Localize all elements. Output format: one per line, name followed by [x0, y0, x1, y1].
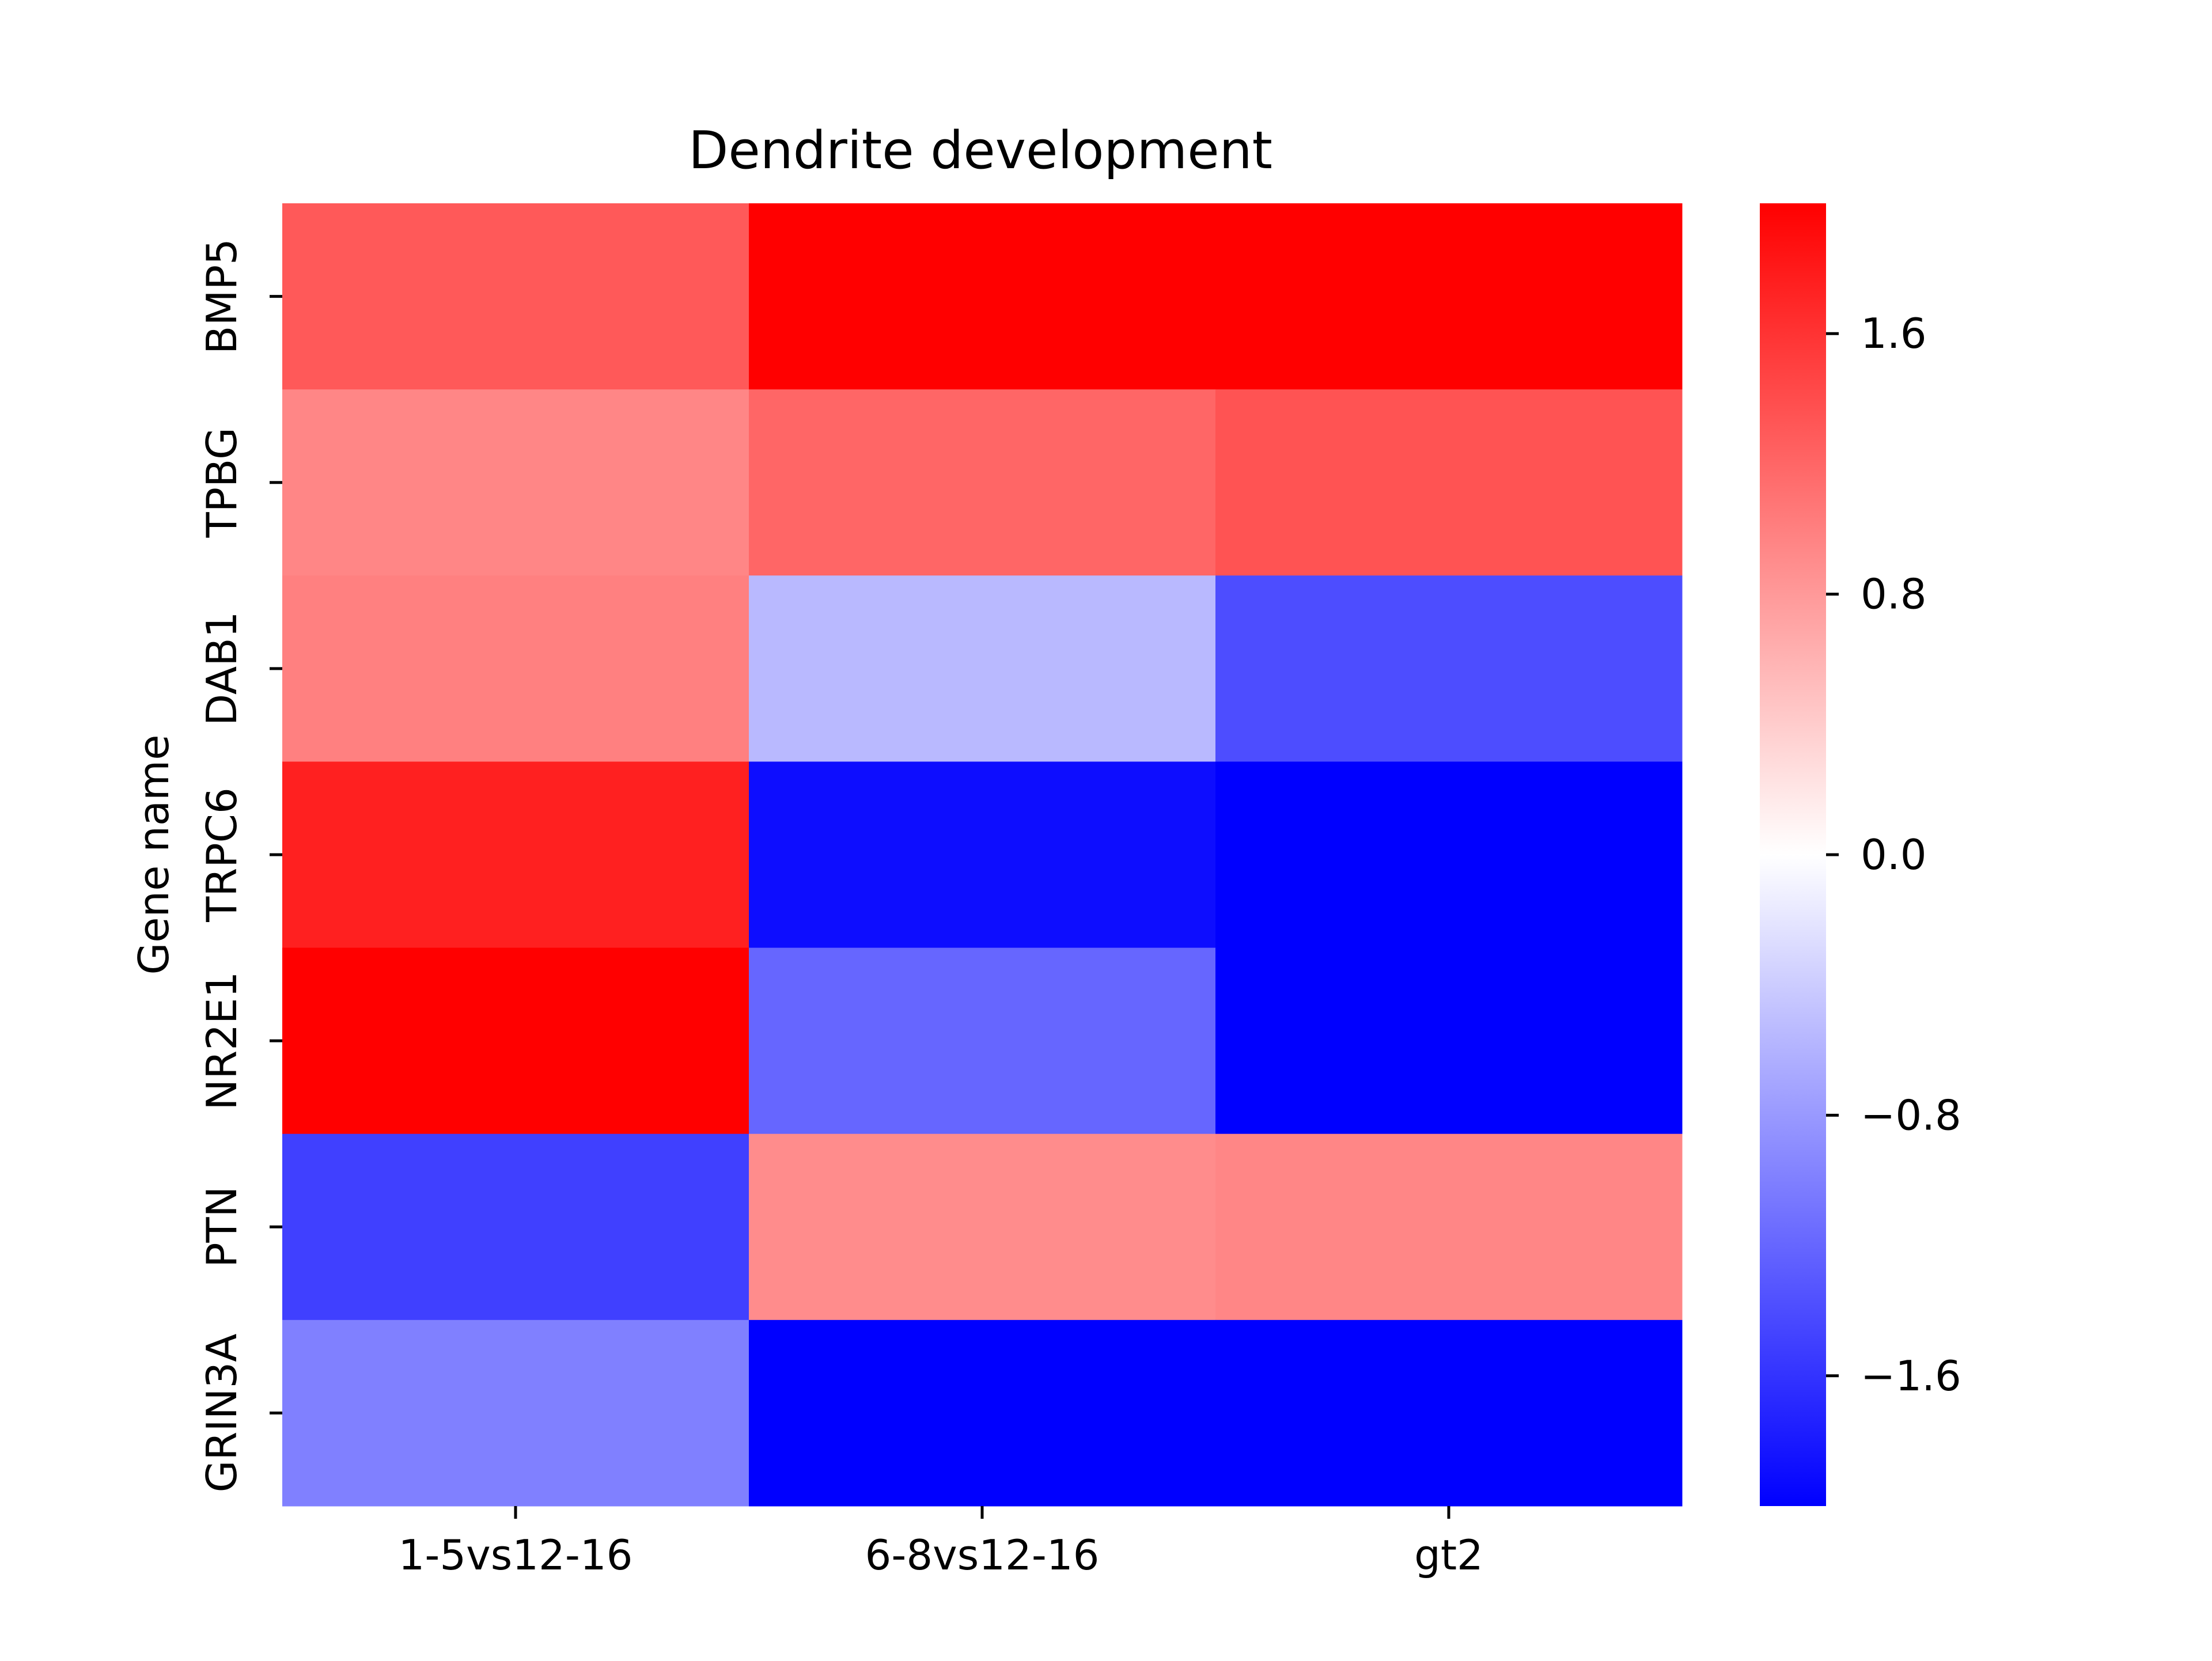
chart-title: Dendrite development	[688, 120, 1272, 181]
heatmap-cell-TPBG-1-5vs12-16	[282, 389, 749, 576]
colorbar-tick-label: −1.6	[1861, 1352, 1961, 1400]
colorbar: 1.6 0.8 0.0 −0.8 −1.6	[1760, 203, 1961, 1506]
heatmap-cell-DAB1-gt2	[1215, 575, 1683, 762]
heatmap-cell-TRPC6-1-5vs12-16	[282, 761, 749, 949]
x-tick-label-2: gt2	[1414, 1531, 1483, 1579]
x-tick-label-0: 1-5vs12-16	[399, 1531, 633, 1579]
heatmap-cell-GRIN3A-1-5vs12-16	[282, 1319, 749, 1507]
x-axis-ticks: 1-5vs12-16 6-8vs12-16 gt2	[399, 1506, 1483, 1579]
heatmap-cell-BMP5-1-5vs12-16	[282, 203, 749, 390]
y-tick-label-nr2e1: NR2E1	[198, 972, 246, 1110]
heatmap-cell-BMP5-6-8vs12-16	[749, 203, 1216, 390]
y-tick-label-trpc6: TRPC6	[198, 787, 246, 923]
heatmap-cell-NR2E1-6-8vs12-16	[749, 947, 1216, 1135]
y-axis-ticks: BMP5 TPBG DAB1 TRPC6 NR2E1 PTN GRIN3A	[198, 238, 282, 1492]
colorbar-tick-label: 0.0	[1861, 830, 1927, 879]
colorbar-tick-label: 0.8	[1861, 570, 1927, 619]
y-tick-label-ptn: PTN	[198, 1186, 246, 1268]
heatmap-cell-GRIN3A-6-8vs12-16	[749, 1319, 1216, 1507]
heatmap-cell-PTN-1-5vs12-16	[282, 1133, 749, 1321]
heatmap-cell-DAB1-1-5vs12-16	[282, 575, 749, 762]
heatmap-cell-GRIN3A-gt2	[1215, 1319, 1683, 1507]
y-tick-label-tpbg: TPBG	[198, 427, 246, 538]
heatmap-cell-TRPC6-6-8vs12-16	[749, 761, 1216, 949]
heatmap-cells	[282, 203, 1683, 1507]
heatmap-cell-TPBG-6-8vs12-16	[749, 389, 1216, 576]
y-tick-label-dab1: DAB1	[198, 612, 246, 726]
y-tick-label-bmp5: BMP5	[198, 238, 246, 354]
heatmap-cell-TRPC6-gt2	[1215, 761, 1683, 949]
heatmap-cell-PTN-gt2	[1215, 1133, 1683, 1321]
y-axis-label: Gene name	[130, 734, 178, 974]
colorbar-ticks: 1.6 0.8 0.0 −0.8 −1.6	[1826, 309, 1961, 1400]
colorbar-tick-label: 1.6	[1861, 309, 1927, 358]
y-tick-label-grin3a: GRIN3A	[198, 1333, 246, 1492]
heatmap-cell-TPBG-gt2	[1215, 389, 1683, 576]
heatmap-cell-PTN-6-8vs12-16	[749, 1133, 1216, 1321]
colorbar-gradient	[1760, 203, 1826, 1506]
heatmap-cell-BMP5-gt2	[1215, 203, 1683, 390]
colorbar-tick-label: −0.8	[1861, 1091, 1961, 1139]
heatmap-cell-DAB1-6-8vs12-16	[749, 575, 1216, 762]
heatmap-cell-NR2E1-1-5vs12-16	[282, 947, 749, 1135]
heatmap-cell-NR2E1-gt2	[1215, 947, 1683, 1135]
x-tick-label-1: 6-8vs12-16	[865, 1531, 1100, 1579]
